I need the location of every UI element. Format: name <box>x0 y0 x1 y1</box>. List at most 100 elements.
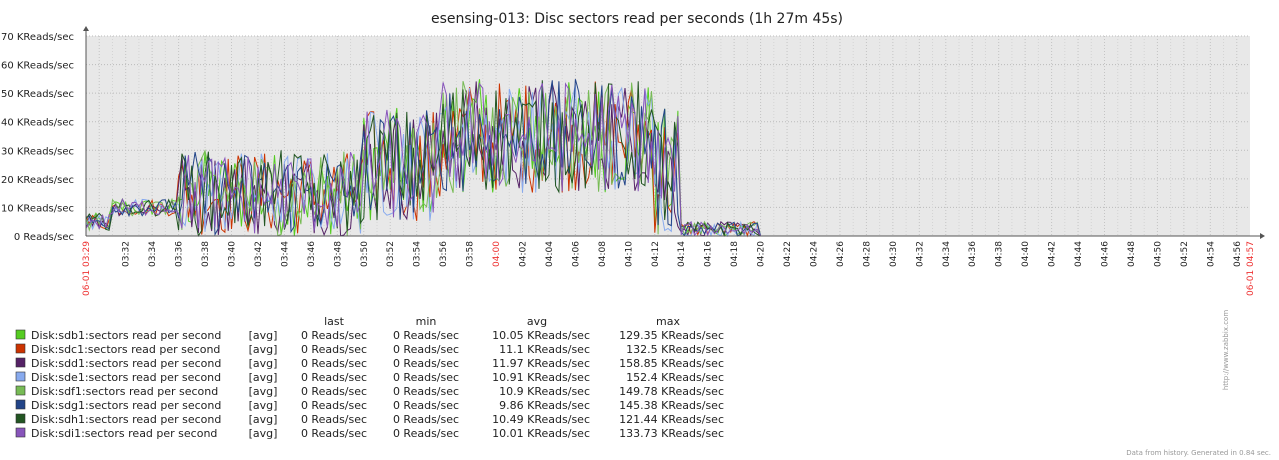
legend-cell: 0 Reads/sec <box>301 427 367 440</box>
x-axis-arrow <box>1260 233 1265 239</box>
x-tick-label: 03:44 <box>280 241 290 267</box>
legend-cell: 0 Reads/sec <box>393 413 459 426</box>
legend-cell: 133.73 KReads/sec <box>619 427 724 440</box>
legend-cell: [avg] <box>249 399 278 412</box>
legend-cell: 0 Reads/sec <box>301 329 367 342</box>
legend-header-min: min <box>416 315 437 328</box>
legend-swatch <box>15 357 26 368</box>
x-tick-label: 03:40 <box>228 241 238 267</box>
x-tick-label: 04:48 <box>1127 241 1137 267</box>
legend-swatch <box>15 399 26 410</box>
x-tick-label: 03:56 <box>439 241 449 267</box>
x-tick-labels: 03:32 03:34 03:36 03:38 03:40 03:42 03:44 03:46… <box>82 241 1256 296</box>
x-tick-label: 04:26 <box>836 241 846 267</box>
x-tick-label: 04:24 <box>810 241 820 267</box>
y-tick-label: 60 KReads/sec <box>1 61 74 72</box>
legend-cell: [avg] <box>249 357 278 370</box>
legend-cell: [avg] <box>249 329 278 342</box>
legend-cell: 0 Reads/sec <box>301 399 367 412</box>
legend-cell: 0 Reads/sec <box>301 371 367 384</box>
legend-cell: 121.44 KReads/sec <box>619 413 724 426</box>
legend-cell: 10.49 KReads/sec <box>492 413 590 426</box>
x-tick-label: 04:32 <box>915 241 925 267</box>
legend-cell: 0 Reads/sec <box>301 357 367 370</box>
x-tick-label: 04:42 <box>1048 241 1058 267</box>
x-tick-label: 03:48 <box>333 241 343 267</box>
legend-cell: 149.78 KReads/sec <box>619 385 724 398</box>
chart-title: esensing-013: Disc sectors read per seco… <box>431 11 843 27</box>
legend-swatch <box>15 343 26 354</box>
y-tick-label: 10 KReads/sec <box>1 203 74 214</box>
legend-cell: 0 Reads/sec <box>301 343 367 356</box>
legend-cell: 0 Reads/sec <box>393 357 459 370</box>
x-tick-label: 04:06 <box>571 241 581 267</box>
x-tick-label: 04:14 <box>677 241 687 267</box>
legend-cell: 0 Reads/sec <box>393 385 459 398</box>
legend-cell: 132.5 KReads/sec <box>626 343 724 356</box>
legend-cell: 10.91 KReads/sec <box>492 371 590 384</box>
y-tick-label: 70 KReads/sec <box>1 32 74 43</box>
legend-cell: 0 Reads/sec <box>301 413 367 426</box>
legend-cell: 10.9 KReads/sec <box>499 385 590 398</box>
legend-swatch <box>15 329 26 340</box>
x-tick-label: 04:36 <box>968 241 978 267</box>
legend-cell: 0 Reads/sec <box>393 343 459 356</box>
legend-cell: 0 Reads/sec <box>393 329 459 342</box>
legend-cell: Disk:sdb1:sectors read per second <box>31 329 221 342</box>
footer-generated: Data from history. Generated in 0.84 sec… <box>1126 449 1271 457</box>
x-tick-label: 04:54 <box>1206 241 1216 267</box>
x-tick-label: 03:54 <box>413 241 423 267</box>
x-tick-label: 04:10 <box>624 241 634 267</box>
legend-header-avg: avg <box>527 315 547 328</box>
legend-header-max: max <box>656 315 680 328</box>
x-edge-label: 06-01 04:57 <box>1246 241 1256 296</box>
legend-cell: Disk:sdi1:sectors read per second <box>31 427 217 440</box>
x-tick-label: 04:12 <box>651 241 661 267</box>
x-tick-label: 03:36 <box>175 241 185 267</box>
legend-cell: [avg] <box>249 427 278 440</box>
legend-header-last: last <box>324 315 345 328</box>
x-tick-label: 04:00 <box>492 241 502 267</box>
x-tick-label: 03:50 <box>360 241 370 267</box>
legend-cell: 11.97 KReads/sec <box>492 357 590 370</box>
legend-cell: Disk:sdd1:sectors read per second <box>31 357 221 370</box>
legend-cell: 0 Reads/sec <box>393 399 459 412</box>
legend-cell: Disk:sde1:sectors read per second <box>31 371 221 384</box>
x-tick-label: 04:08 <box>598 241 608 267</box>
legend-cell: 11.1 KReads/sec <box>499 343 590 356</box>
y-tick-label: 50 KReads/sec <box>1 89 74 100</box>
legend-cell: Disk:sdh1:sectors read per second <box>31 413 221 426</box>
y-tick-labels: 0 Reads/sec 10 KReads/sec 20 KReads/sec 30 … <box>1 32 74 243</box>
legend-cell: Disk:sdg1:sectors read per second <box>31 399 221 412</box>
y-tick-label: 40 KReads/sec <box>1 118 74 129</box>
legend-cell: 145.38 KReads/sec <box>619 399 724 412</box>
legend-swatch <box>15 413 26 424</box>
legend-cell: 129.35 KReads/sec <box>619 329 724 342</box>
axes <box>83 26 1265 239</box>
x-tick-label: 03:42 <box>254 241 264 267</box>
legend: last min avg max Disk:sdb1:sectors read … <box>15 315 724 440</box>
x-tick-label: 03:58 <box>466 241 476 267</box>
legend-cell: 0 Reads/sec <box>301 385 367 398</box>
legend-cell: 10.01 KReads/sec <box>492 427 590 440</box>
x-tick-label: 04:50 <box>1153 241 1163 267</box>
legend-cell: 10.05 KReads/sec <box>492 329 590 342</box>
x-tick-label: 04:20 <box>757 241 767 267</box>
x-tick-label: 04:18 <box>730 241 740 267</box>
x-tick-label: 04:22 <box>783 241 793 267</box>
x-tick-label: 03:32 <box>122 241 132 267</box>
legend-cell: [avg] <box>249 413 278 426</box>
x-tick-label: 04:02 <box>519 241 529 267</box>
x-tick-label: 04:30 <box>889 241 899 267</box>
legend-cell: [avg] <box>249 371 278 384</box>
legend-cell: [avg] <box>249 385 278 398</box>
legend-cell: Disk:sdf1:sectors read per second <box>31 385 218 398</box>
x-tick-label: 04:56 <box>1233 241 1243 267</box>
legend-swatch <box>15 427 26 438</box>
x-edge-label: 06-01 03:29 <box>82 241 92 296</box>
x-tick-label: 03:46 <box>307 241 317 267</box>
x-tick-label: 04:16 <box>704 241 714 267</box>
x-tick-label: 04:38 <box>995 241 1005 267</box>
x-tick-label: 03:38 <box>201 241 211 267</box>
